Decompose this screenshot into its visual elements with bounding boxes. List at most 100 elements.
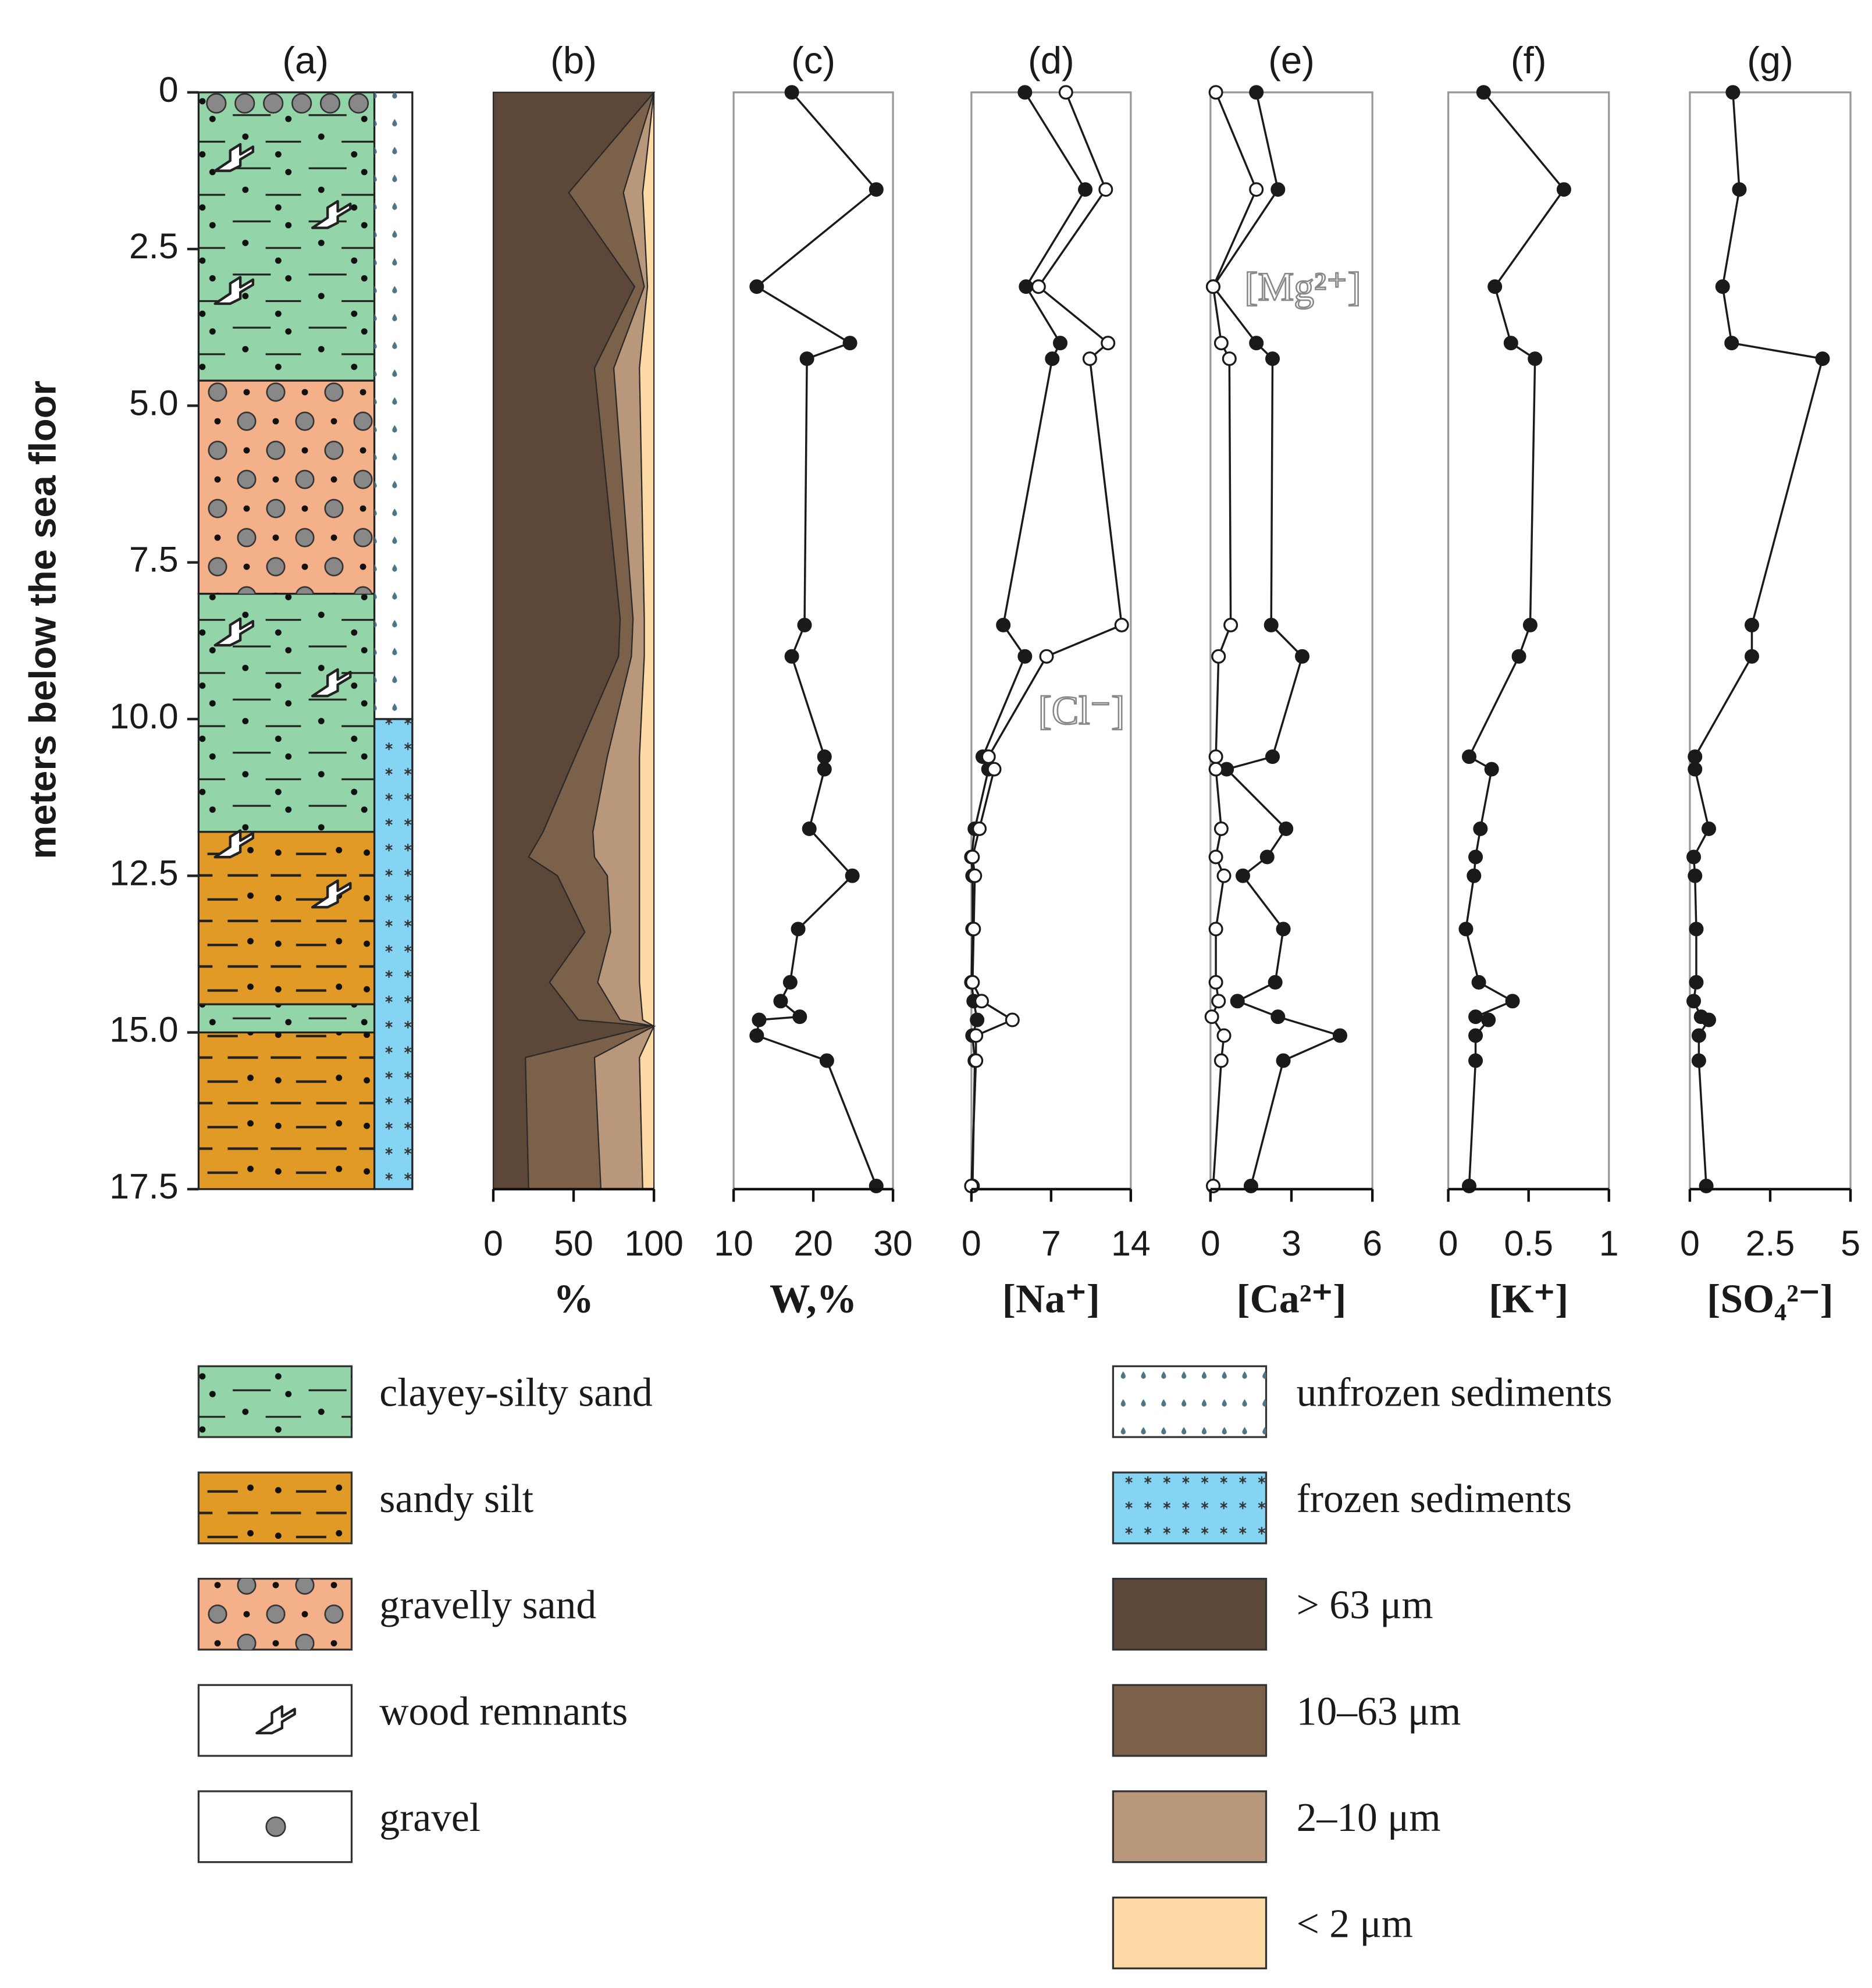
legend-hatch bbox=[198, 1578, 352, 1650]
x-tick-label: 10 bbox=[714, 1224, 753, 1263]
point bbox=[802, 821, 817, 836]
point bbox=[869, 182, 884, 197]
point bbox=[1471, 975, 1486, 990]
point bbox=[1208, 85, 1223, 100]
point bbox=[1208, 922, 1223, 937]
point bbox=[1208, 849, 1223, 865]
point bbox=[1461, 1179, 1477, 1194]
point bbox=[1688, 868, 1703, 883]
point bbox=[1487, 279, 1503, 294]
point bbox=[1017, 649, 1033, 664]
point bbox=[1005, 1012, 1020, 1027]
gravel bbox=[263, 93, 284, 114]
point bbox=[1264, 617, 1279, 632]
line bbox=[755, 91, 878, 1187]
x-tick-label: 50 bbox=[554, 1224, 593, 1263]
point bbox=[1815, 351, 1830, 367]
wood-icon bbox=[255, 1705, 296, 1735]
x-tick-label: 0 bbox=[1680, 1224, 1700, 1263]
point bbox=[749, 279, 764, 294]
point bbox=[1058, 85, 1073, 100]
y-tick-label: 17.5 bbox=[109, 1167, 178, 1206]
panel-title: (g) bbox=[1747, 39, 1793, 81]
point bbox=[817, 749, 832, 764]
point bbox=[1686, 994, 1702, 1009]
point bbox=[1208, 975, 1223, 990]
point bbox=[966, 922, 981, 937]
legend-label: unfrozen sediments bbox=[1297, 1370, 1613, 1415]
point bbox=[817, 762, 832, 777]
point bbox=[1481, 1012, 1496, 1027]
point bbox=[1332, 1028, 1347, 1043]
x-axis-label: [Na⁺] bbox=[1002, 1277, 1100, 1322]
point bbox=[1473, 821, 1488, 836]
point bbox=[967, 868, 983, 883]
legend-label: sandy silt bbox=[379, 1477, 533, 1521]
point bbox=[1701, 821, 1716, 836]
lithology-hatch bbox=[198, 380, 375, 594]
point bbox=[845, 868, 860, 883]
gravel-row bbox=[206, 93, 369, 114]
point bbox=[987, 762, 1002, 777]
legend-swatch bbox=[1112, 1896, 1268, 1969]
point bbox=[1691, 1053, 1706, 1068]
point bbox=[791, 922, 806, 937]
wood-shape bbox=[213, 617, 255, 647]
plot-frame bbox=[1209, 91, 1373, 1190]
gravel bbox=[291, 93, 312, 114]
point bbox=[981, 749, 996, 764]
point bbox=[974, 994, 989, 1009]
point bbox=[1204, 1009, 1219, 1025]
x-tick-label: 14 bbox=[1111, 1224, 1151, 1263]
legend-label: wood remnants bbox=[379, 1689, 628, 1734]
point bbox=[1082, 351, 1097, 367]
wood-shape bbox=[213, 829, 255, 859]
x-tick-label: 0 bbox=[483, 1224, 503, 1263]
legend-label: 10–63 μm bbox=[1297, 1689, 1461, 1734]
point bbox=[1211, 994, 1226, 1009]
point bbox=[996, 617, 1011, 632]
point bbox=[1098, 182, 1113, 197]
point bbox=[1213, 336, 1229, 351]
y-tick-label: 10.0 bbox=[109, 696, 178, 736]
y-tick-label: 15.0 bbox=[109, 1010, 178, 1050]
x-tick-label: 20 bbox=[793, 1224, 833, 1263]
wood-shape bbox=[213, 276, 255, 305]
point bbox=[784, 85, 799, 100]
line bbox=[970, 92, 1123, 1186]
point bbox=[1689, 975, 1704, 990]
point bbox=[869, 1179, 884, 1194]
point bbox=[749, 1028, 764, 1043]
point bbox=[1528, 351, 1543, 367]
x-axis-label: W,% bbox=[770, 1277, 857, 1322]
point bbox=[1270, 182, 1286, 197]
lithology-hatch bbox=[198, 92, 375, 381]
point bbox=[969, 1053, 984, 1068]
point bbox=[965, 849, 980, 865]
legend-gravel bbox=[265, 1816, 286, 1837]
legend-label: > 63 μm bbox=[1297, 1583, 1433, 1628]
lithology-hatch bbox=[198, 831, 375, 1005]
point bbox=[842, 336, 857, 351]
point bbox=[1744, 617, 1759, 632]
point bbox=[1468, 1053, 1483, 1068]
lithology-hatch bbox=[198, 1032, 375, 1189]
legend-hatch bbox=[198, 1366, 352, 1438]
point bbox=[1114, 617, 1129, 632]
legend-swatch bbox=[1112, 1790, 1268, 1863]
point bbox=[1208, 762, 1223, 777]
x-tick-label: 3 bbox=[1282, 1224, 1301, 1263]
legend-swatch bbox=[1112, 1684, 1268, 1757]
y-tick-label: 7.5 bbox=[129, 540, 179, 579]
point bbox=[1101, 336, 1116, 351]
y-tick-label: 0 bbox=[159, 70, 179, 109]
legend-swatch bbox=[1112, 1577, 1268, 1651]
point bbox=[1270, 1009, 1286, 1025]
point bbox=[752, 1012, 767, 1027]
x-tick-label: 1 bbox=[1599, 1224, 1619, 1263]
legend-label: frozen sediments bbox=[1297, 1477, 1572, 1521]
point bbox=[1467, 868, 1482, 883]
legend-hatch bbox=[198, 1472, 352, 1544]
